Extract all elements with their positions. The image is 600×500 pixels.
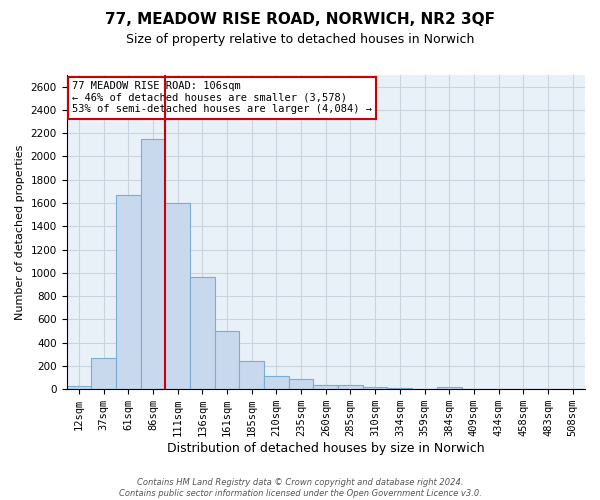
Bar (91, 358, 116, 389)
Bar (388, 388, 412, 389)
Bar (289, 378, 313, 389)
Bar (140, 139, 165, 389)
Bar (461, 388, 486, 389)
Bar (190, 278, 215, 389)
Y-axis label: Number of detached properties: Number of detached properties (15, 144, 25, 320)
Bar (239, 360, 264, 389)
Text: 77 MEADOW RISE ROAD: 106sqm
← 46% of detached houses are smaller (3,578)
53% of : 77 MEADOW RISE ROAD: 106sqm ← 46% of det… (72, 82, 372, 114)
Bar (67, 386, 91, 389)
Text: Contains HM Land Registry data © Crown copyright and database right 2024.
Contai: Contains HM Land Registry data © Crown c… (119, 478, 481, 498)
Bar (412, 388, 437, 389)
Text: Size of property relative to detached houses in Norwich: Size of property relative to detached ho… (126, 32, 474, 46)
Bar (338, 385, 363, 389)
Bar (215, 331, 239, 389)
Bar (363, 387, 388, 389)
Bar (116, 195, 140, 389)
Bar (264, 376, 289, 389)
Bar (437, 388, 461, 389)
Text: 77, MEADOW RISE ROAD, NORWICH, NR2 3QF: 77, MEADOW RISE ROAD, NORWICH, NR2 3QF (105, 12, 495, 28)
X-axis label: Distribution of detached houses by size in Norwich: Distribution of detached houses by size … (167, 442, 485, 455)
Bar (313, 385, 338, 389)
Bar (165, 203, 190, 389)
